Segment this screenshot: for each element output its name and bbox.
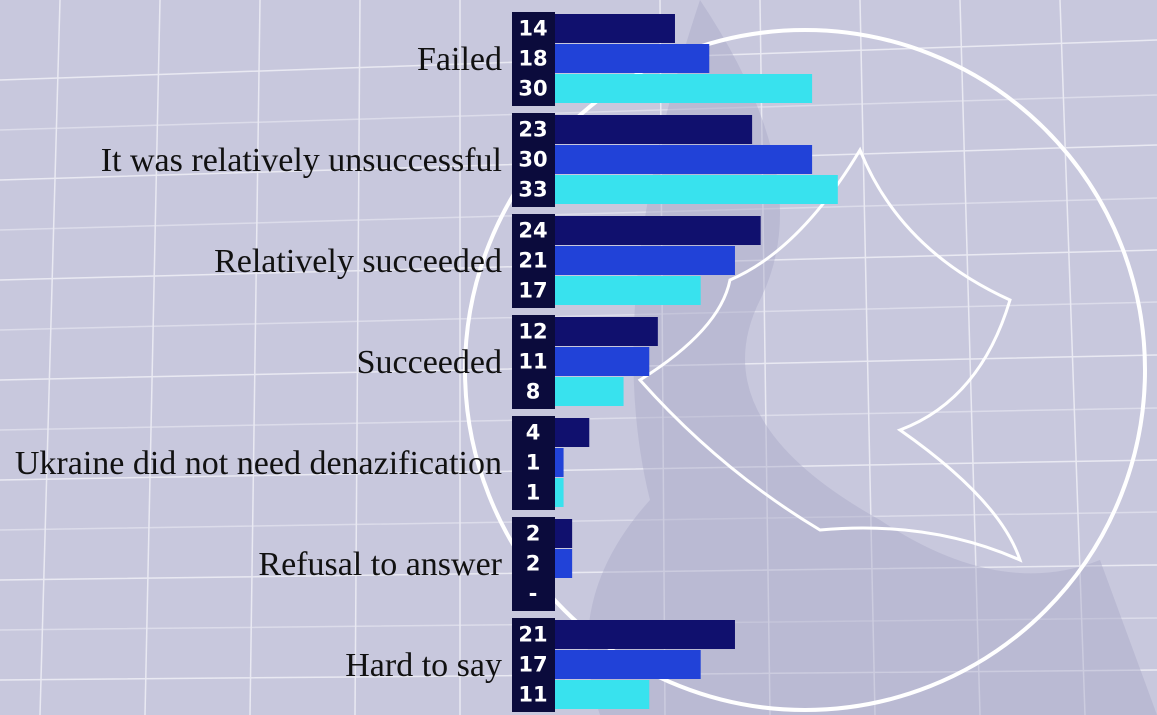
value-label: 1 <box>526 481 541 505</box>
label-box <box>512 315 555 409</box>
bar <box>555 377 624 406</box>
label-box <box>512 12 555 106</box>
bar <box>555 145 813 174</box>
bar <box>555 478 564 507</box>
category-label: It was relatively unsuccessful <box>100 142 502 179</box>
label-box <box>512 416 555 510</box>
value-label: 23 <box>518 118 547 142</box>
value-label: 2 <box>526 552 541 576</box>
value-label: 18 <box>518 47 547 71</box>
bar <box>555 317 658 346</box>
value-label: 1 <box>526 451 541 475</box>
bar <box>555 650 701 679</box>
label-box <box>512 517 555 611</box>
value-label: 11 <box>518 683 547 707</box>
value-label: 30 <box>518 77 547 101</box>
emblem-circle <box>463 28 1147 712</box>
bar <box>555 74 813 103</box>
category-label: Refusal to answer <box>258 546 502 583</box>
category-label: Failed <box>417 41 502 78</box>
value-label: 8 <box>526 380 541 404</box>
category-label: Hard to say <box>345 647 502 684</box>
dove <box>637 146 1023 563</box>
bar <box>555 347 650 376</box>
bar <box>555 549 573 578</box>
value-label: 17 <box>518 653 547 677</box>
category-label: Succeeded <box>356 344 502 381</box>
value-label: 24 <box>518 219 547 243</box>
value-label: 30 <box>518 148 547 172</box>
value-label: - <box>529 582 538 606</box>
bar <box>555 519 573 548</box>
category-label: Ukraine did not need denazification <box>14 445 502 482</box>
value-label: 21 <box>518 623 547 647</box>
value-label: 4 <box>526 421 541 445</box>
value-label: 33 <box>518 178 547 202</box>
value-label: 21 <box>518 249 547 273</box>
label-box <box>512 113 555 207</box>
bar <box>555 418 590 447</box>
category-label: Relatively succeeded <box>214 243 502 280</box>
bar <box>555 246 735 275</box>
bar <box>555 620 735 649</box>
label-box <box>512 618 555 712</box>
bar <box>555 276 701 305</box>
bar <box>555 216 761 245</box>
bar <box>555 448 564 477</box>
value-label: 17 <box>518 279 547 303</box>
bar <box>555 680 650 709</box>
value-label: 11 <box>518 350 547 374</box>
value-label: 14 <box>518 17 547 41</box>
bar <box>555 44 710 73</box>
bar <box>555 14 675 43</box>
value-label: 12 <box>518 320 547 344</box>
bar <box>555 175 838 204</box>
value-label: 2 <box>526 522 541 546</box>
label-box <box>512 214 555 308</box>
bar <box>555 115 753 144</box>
